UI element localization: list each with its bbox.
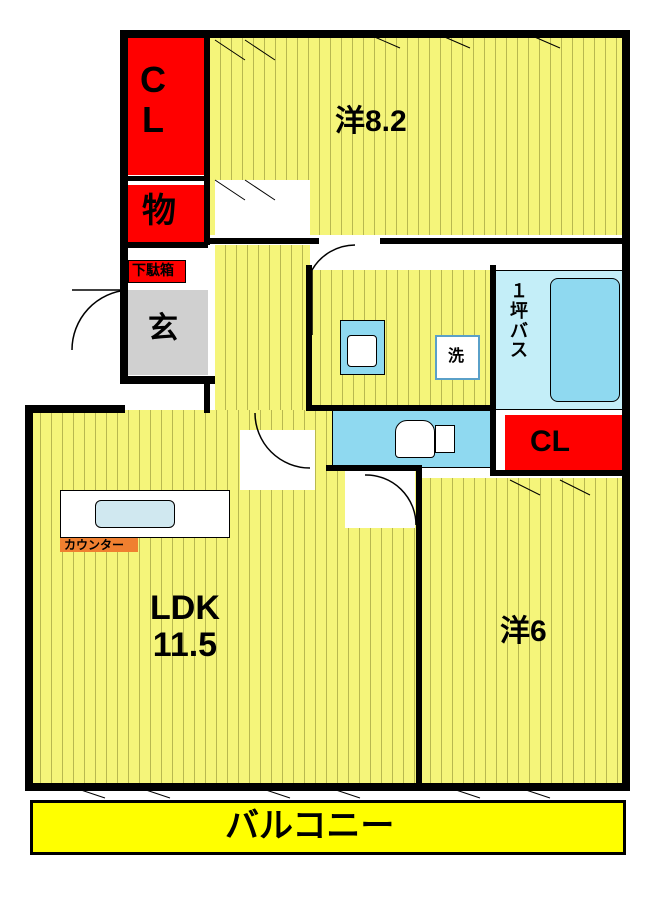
label-shoebox: 下駄箱 [132,263,174,278]
toilet-bowl [395,420,435,458]
label-washer: 洗 [448,348,464,366]
label-counter: カウンター [64,539,124,552]
label-entry: 玄 [148,312,178,345]
label-closet-right: CL [530,425,570,458]
floorplan-canvas: 洋8.2 LDK 11.5 洋6 C L 物 CL 玄 下駄箱 １ 坪 バ ス … [0,0,670,909]
closet-top [126,35,206,175]
wall [120,376,215,384]
door-gap-ldk [240,430,315,490]
label-balcony: バルコニー [225,808,394,845]
label-bedroom-top: 洋8.2 [335,105,407,138]
door-gap-1 [215,180,310,240]
wall [416,465,422,790]
basin-sink-bowl [347,335,377,367]
kitchen-sink [95,500,175,528]
door-gap-br2 [345,470,415,528]
wall [326,465,421,471]
bathtub [550,278,620,402]
wall [204,376,210,413]
wall [25,405,33,790]
wall [204,238,319,244]
wall [622,30,630,790]
label-storage: 物 [142,193,176,230]
wall [120,30,128,380]
room-hallway [215,245,310,410]
wall [120,30,630,38]
wall [490,470,630,476]
label-bedroom-right: 洋6 [500,615,547,648]
wall [306,405,496,411]
wall [204,30,210,245]
wall [120,176,208,181]
label-bath: １ 坪 バ ス [510,282,528,361]
label-closet-top: C L [140,60,166,139]
wall [25,405,125,413]
label-ldk: LDK 11.5 [150,590,220,665]
wall [490,265,496,475]
toilet-tank [435,425,455,453]
wall [306,265,312,410]
wall [25,783,630,791]
wall [380,238,630,244]
wall [120,242,208,248]
